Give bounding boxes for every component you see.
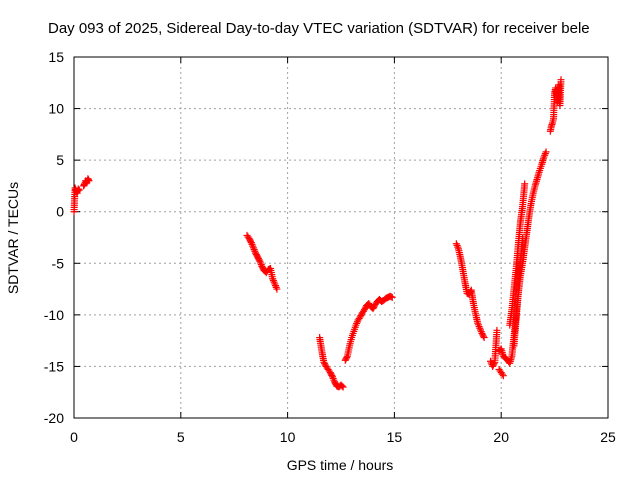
axis-ticks: 0 5 10 15 20 25 -20 -15 -10 -5 0 5 10 15 [44,49,616,445]
x-tick-label: 20 [493,429,509,445]
data-point [541,150,549,158]
data-point [452,240,460,248]
data-point [454,243,462,251]
data-point [273,285,281,293]
data-point [256,257,264,265]
y-tick-label: 5 [56,152,64,168]
data-point [247,237,255,245]
y-tick-label: -10 [44,307,64,323]
data-point [269,276,277,284]
data-point [474,319,482,327]
data-point [249,244,257,252]
data-point [487,357,495,365]
data-points [70,76,565,391]
data-point [498,370,506,378]
data-point [480,334,488,342]
data-point [249,242,257,250]
data-point [269,275,277,283]
data-point [257,261,265,269]
x-tick-label: 5 [177,429,185,445]
data-point [328,373,336,381]
data-point [272,283,280,291]
data-point [388,293,396,301]
data-point [250,246,258,254]
plot-frame [73,56,609,419]
data-point [352,321,360,329]
y-tick-label: 15 [48,49,64,65]
data-point [85,177,93,185]
data-point [74,185,82,193]
data-point [338,382,346,390]
data-point [477,326,485,334]
x-tick-label: 10 [280,429,296,445]
data-point [477,328,485,336]
data-point [557,76,565,84]
x-tick-label: 0 [70,429,78,445]
y-tick-label: 10 [48,101,64,117]
data-point [353,319,361,327]
data-point [251,247,259,255]
data-point [521,180,529,188]
data-point [339,383,347,391]
data-point [271,282,279,290]
y-axis-label: SDTVAR / TECUs [5,182,21,294]
data-point [493,326,501,334]
y-tick-label: -5 [52,255,65,271]
y-tick-label: 0 [56,204,64,220]
data-point [270,278,278,286]
x-tick-label: 15 [387,429,403,445]
data-point [453,241,461,249]
y-tick-label: -20 [44,410,64,426]
data-point [541,151,549,159]
data-point [476,324,484,332]
data-point [499,372,507,380]
chart-title: Day 093 of 2025, Sidereal Day-to-day VTE… [48,20,590,37]
data-point [490,360,498,368]
data-point [271,280,279,288]
data-point [75,186,83,194]
data-point [519,235,527,243]
data-point [343,353,351,361]
x-tick-label: 25 [600,429,616,445]
data-point [255,256,263,264]
y-tick-label: -15 [44,358,64,374]
data-point [329,374,337,382]
data-point [247,239,255,247]
data-point [542,148,550,156]
data-point [248,240,256,248]
data-point [474,321,482,329]
data-point [540,153,548,161]
data-point [257,259,265,267]
data-point [479,332,487,340]
data-point [475,323,483,331]
data-point [328,371,336,379]
data-point [330,376,338,384]
x-axis-label: GPS time / hours [287,457,394,473]
